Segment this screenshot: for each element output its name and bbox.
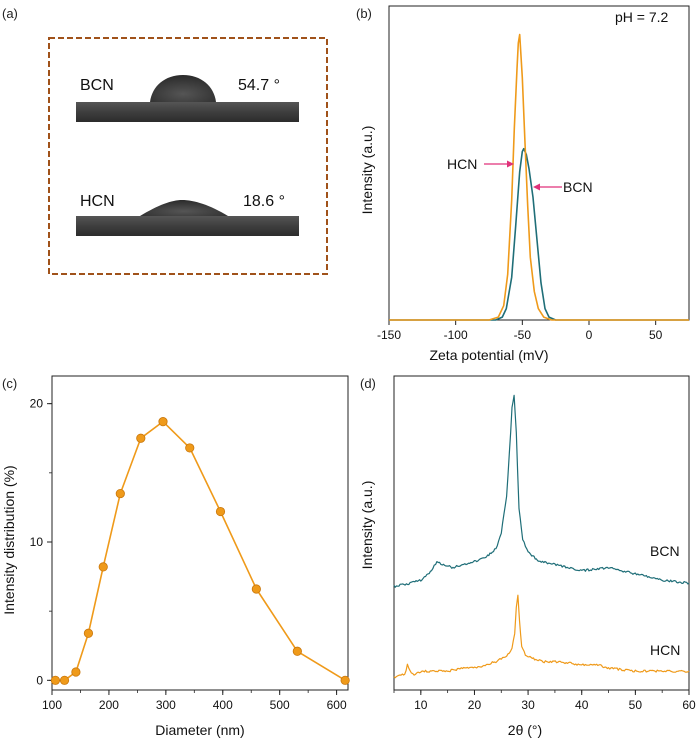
hcn-contact-angle: 18.6 ° xyxy=(243,193,285,210)
b-x-axis-label: Zeta potential (mV) xyxy=(429,347,548,363)
c-data-point xyxy=(215,506,226,517)
c-data-point xyxy=(136,433,146,443)
c-data-point xyxy=(340,675,350,685)
c-plot-frame xyxy=(51,375,349,691)
c-data-point xyxy=(98,562,108,572)
b-x-tick-label: -150 xyxy=(377,328,401,342)
d-x-tick-label: 10 xyxy=(414,698,428,712)
b-hcn-label: HCN xyxy=(447,156,477,172)
c-data-point xyxy=(251,584,261,594)
panel-b-label: (b) xyxy=(356,6,372,21)
d-series-line-hcn xyxy=(393,594,690,679)
c-y-tick-label: 20 xyxy=(30,397,44,411)
c-x-tick-label: 600 xyxy=(327,698,347,712)
b-x-tick-label: -100 xyxy=(444,328,468,342)
d-x-tick-label: 50 xyxy=(629,698,643,712)
hcn-sample-label: HCN xyxy=(80,193,115,210)
b-x-tick-label: 50 xyxy=(649,328,663,342)
c-data-point xyxy=(158,417,168,427)
d-x-tick-label: 60 xyxy=(682,698,696,712)
bcn-contact-angle: 54.7 ° xyxy=(238,77,280,94)
panel-d-label: (d) xyxy=(360,376,376,391)
bcn-substrate xyxy=(76,102,299,122)
d-x-tick-label: 30 xyxy=(521,698,535,712)
b-ph-annotation: pH = 7.2 xyxy=(615,9,669,25)
b-y-axis-label: Intensity (a.u.) xyxy=(359,126,375,215)
hcn-substrate xyxy=(76,216,299,236)
c-y-axis-label: Intensity distribution (%) xyxy=(1,465,17,614)
c-data-point xyxy=(59,675,70,685)
panel-c-label: (c) xyxy=(2,376,18,391)
c-data-point xyxy=(115,488,125,499)
b-x-tick-label: 0 xyxy=(586,328,593,342)
d-series-line-bcn xyxy=(393,394,690,588)
d-x-axis-label: 2θ (°) xyxy=(508,722,542,738)
c-data-point xyxy=(292,646,302,656)
c-x-axis-label: Diameter (nm) xyxy=(155,722,244,738)
panel-a-frame xyxy=(48,37,328,275)
d-plot-frame xyxy=(393,375,690,691)
b-series-line-hcn xyxy=(389,33,689,321)
c-data-point xyxy=(185,443,195,453)
d-hcn-label: HCN xyxy=(650,642,680,658)
c-x-tick-label: 200 xyxy=(99,698,119,712)
b-hcn-arrowhead xyxy=(507,160,514,168)
b-bcn-arrowhead xyxy=(533,183,540,191)
d-x-tick-label: 40 xyxy=(575,698,589,712)
c-y-tick-label: 10 xyxy=(30,535,44,549)
bcn-sample-label: BCN xyxy=(80,77,114,94)
d-x-tick-label: 20 xyxy=(468,698,482,712)
c-y-tick-label: 0 xyxy=(36,673,43,687)
c-data-point xyxy=(71,667,81,677)
hcn-droplet xyxy=(140,200,228,216)
c-data-point xyxy=(50,675,61,685)
c-x-tick-label: 100 xyxy=(42,698,62,712)
b-plot-frame xyxy=(388,5,690,321)
c-x-tick-label: 300 xyxy=(156,698,176,712)
c-x-tick-label: 500 xyxy=(270,698,290,712)
d-bcn-label: BCN xyxy=(650,543,680,559)
d-y-axis-label: Intensity (a.u.) xyxy=(359,481,375,570)
c-data-point xyxy=(83,628,94,638)
b-bcn-label: BCN xyxy=(563,179,593,195)
bcn-droplet xyxy=(150,75,216,102)
panel-a-label: (a) xyxy=(2,6,18,21)
b-x-tick-label: -50 xyxy=(514,328,532,342)
c-x-tick-label: 400 xyxy=(213,698,233,712)
